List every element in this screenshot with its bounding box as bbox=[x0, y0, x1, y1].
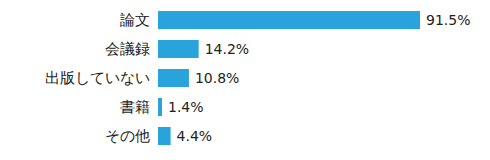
data-label: 1.4% bbox=[168, 99, 204, 115]
chart: 論文 91.5% 会議録 14.2% 出版していない 10.8% 書籍 1.4% その他 4.4% bbox=[0, 0, 490, 160]
bar bbox=[158, 40, 199, 58]
data-label: 10.8% bbox=[195, 70, 239, 86]
category-label: 論文 bbox=[120, 11, 150, 29]
category-label: 出版していない bbox=[45, 69, 150, 87]
labels: 論文 91.5% 会議録 14.2% 出版していない 10.8% 書籍 1.4% その他 4.4% bbox=[45, 11, 470, 145]
data-label: 91.5% bbox=[426, 12, 470, 28]
data-label: 4.4% bbox=[177, 128, 213, 144]
category-label: その他 bbox=[105, 127, 150, 145]
category-label: 書籍 bbox=[120, 98, 150, 116]
bar bbox=[158, 69, 189, 87]
bar bbox=[158, 127, 171, 145]
bar bbox=[158, 98, 162, 116]
category-label: 会議録 bbox=[105, 40, 150, 58]
bar bbox=[158, 11, 420, 29]
plot-area bbox=[158, 11, 420, 145]
data-label: 14.2% bbox=[205, 41, 249, 57]
